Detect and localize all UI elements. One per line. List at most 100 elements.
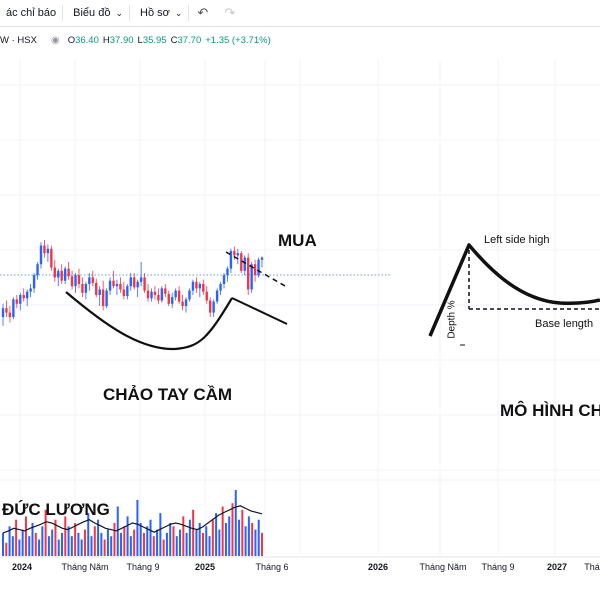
chevron-down-icon: ⌄ — [115, 7, 124, 18]
symbol-legend: W · HSX ◉ O 36.40 H 37.90 L 35.95 C 37.7… — [0, 32, 275, 48]
volume-bar — [198, 523, 201, 556]
candle-body — [260, 257, 264, 260]
indicators-label: ác chỉ báo — [6, 7, 57, 19]
volume-bar — [83, 529, 86, 556]
volume-bar — [51, 529, 54, 556]
candle-body — [219, 284, 222, 291]
symbol-name[interactable]: W · HSX — [0, 34, 37, 46]
volume-bar — [80, 539, 83, 556]
volume-bar — [215, 513, 218, 556]
candle-body — [98, 289, 101, 295]
volume-bar — [54, 519, 57, 556]
volume-bar — [257, 519, 260, 556]
candle-body — [164, 288, 167, 294]
candle-body — [229, 251, 233, 269]
redo-icon[interactable]: ↷ — [224, 5, 236, 20]
volume-bar — [93, 526, 96, 556]
time-axis-label: Tháng Năm — [419, 562, 467, 572]
volume-bar — [172, 526, 175, 556]
low-value: 35.95 — [142, 34, 167, 46]
chevron-down-icon: ⌄ — [174, 7, 183, 18]
volume-bar — [169, 523, 172, 556]
volume-bar — [97, 519, 100, 556]
handle-line-upper — [225, 251, 286, 287]
volume-bar — [61, 532, 64, 556]
eye-icon[interactable]: ◉ — [50, 34, 60, 46]
volume-bar — [77, 532, 80, 556]
time-axis-label: Tháng 9 — [126, 562, 160, 572]
right-pattern-label: MÔ HÌNH CH — [500, 401, 600, 420]
open-value: 36.40 — [75, 34, 99, 46]
indicators-button[interactable]: ác chỉ báo — [0, 0, 62, 26]
time-axis-label: 2027 — [546, 562, 568, 572]
candle-body — [236, 253, 240, 256]
candle-body — [133, 277, 136, 288]
candle-body — [226, 268, 229, 276]
candle-body — [91, 277, 94, 283]
candle-body — [22, 295, 25, 299]
volume-bar — [74, 523, 77, 556]
profile-menu-button[interactable]: Hồ sơ ⌄ — [130, 0, 188, 26]
volume-bar — [11, 536, 14, 556]
time-axis-label: Tháng — [584, 562, 600, 572]
candle-body — [115, 284, 119, 287]
volume-bar — [244, 526, 247, 556]
volume-bar — [38, 539, 41, 556]
volume-bar — [218, 529, 221, 556]
time-axis[interactable]: 2024 Tháng Năm Tháng 9 2025 Tháng 6 2026 Tháng… — [0, 560, 600, 580]
candle-body — [250, 264, 253, 290]
volume-bar — [156, 529, 159, 556]
volume-bar — [208, 536, 211, 556]
candle-body — [191, 281, 195, 291]
volume-bar — [254, 529, 257, 556]
candle-body — [202, 284, 205, 292]
candle-body — [212, 301, 215, 313]
candle-body — [43, 245, 46, 254]
volume-bar — [231, 503, 234, 556]
candle-body — [122, 289, 126, 297]
base-length-label: Base length — [535, 318, 594, 330]
volume-bar — [64, 516, 67, 556]
volume-bar — [44, 509, 47, 556]
cup-curve — [65, 291, 233, 351]
chart-menu-button[interactable]: Biểu đồ ⌄ — [63, 0, 129, 26]
time-axis-label: 2026 — [367, 562, 389, 572]
time-axis-label: 2024 — [11, 562, 33, 572]
candle-body — [167, 293, 170, 304]
volume-bar — [159, 513, 162, 556]
candle-body — [146, 290, 150, 299]
volume-bar — [195, 529, 198, 556]
candle-body — [253, 264, 257, 276]
candle-body — [39, 245, 43, 265]
candle-body — [129, 277, 132, 287]
candle-body — [136, 281, 139, 288]
profile-menu-label: Hồ sơ — [140, 7, 170, 19]
candle-body — [53, 267, 56, 278]
depth-label: Depth % — [446, 300, 458, 339]
candle-body — [153, 291, 157, 295]
volume-bar — [113, 523, 116, 556]
volume-bar — [116, 506, 119, 556]
candle-body — [198, 284, 202, 289]
volume-bar — [224, 523, 227, 556]
volume-bar — [28, 536, 31, 556]
high-key: H — [102, 34, 110, 46]
time-axis-label: 2025 — [194, 562, 216, 572]
volume-bar — [247, 516, 250, 556]
candle-body — [222, 275, 226, 284]
volume-bar — [24, 516, 27, 556]
volume-bar — [152, 536, 155, 556]
candle-body — [88, 277, 91, 284]
undo-icon[interactable]: ↶ — [197, 5, 209, 20]
candle-body — [174, 290, 177, 298]
volume-bar — [165, 532, 168, 556]
volume-bar — [106, 529, 109, 556]
candle-body — [209, 300, 212, 313]
candle-body — [50, 248, 53, 268]
chart-menu-label: Biểu đồ — [73, 7, 111, 19]
candle-body — [119, 284, 122, 290]
candle-body — [215, 290, 219, 302]
volume-bar — [133, 529, 136, 556]
candle-body — [63, 268, 67, 281]
